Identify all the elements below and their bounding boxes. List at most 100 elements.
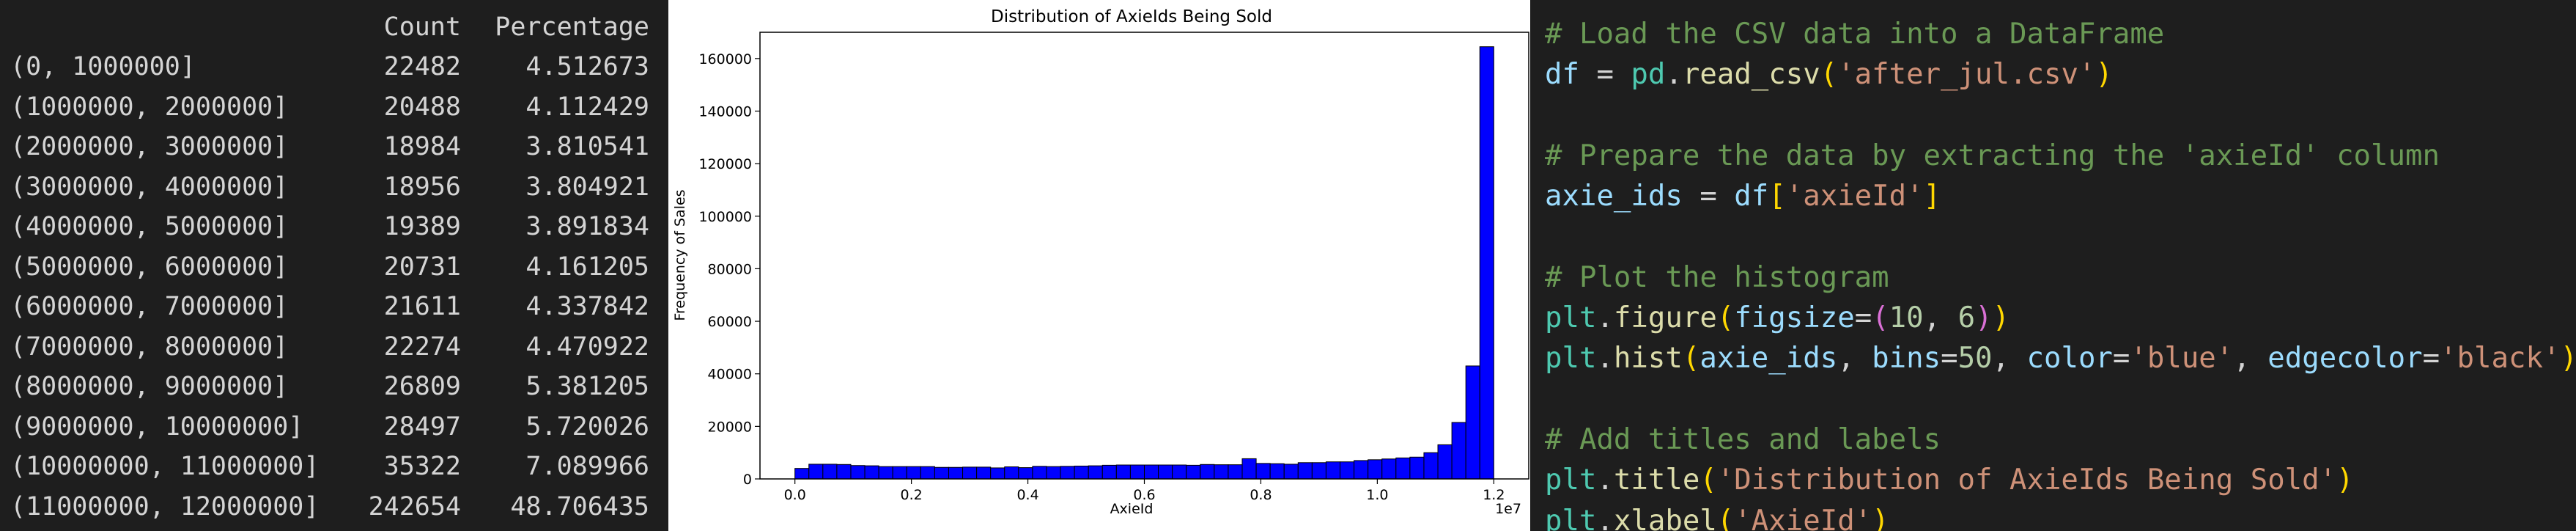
y-tick-label: 80000 [708, 261, 752, 277]
code-token: . [1596, 342, 1614, 376]
code-token: . [1596, 464, 1614, 497]
histogram-bar [1409, 456, 1425, 480]
range-cell: (7000000, 8000000] [10, 332, 289, 362]
code-token: df [1545, 58, 1579, 92]
code-line: plt.figure(figsize=(10, 6)) [1545, 298, 2009, 338]
code-token: ) [2095, 58, 2113, 92]
range-cell: (3000000, 4000000] [10, 172, 289, 202]
range-cell: (5000000, 6000000] [10, 252, 289, 282]
histogram-bar [1046, 466, 1061, 480]
table-row: (2000000, 3000000] 18984 3.810541 [0, 127, 668, 166]
histogram-bar [836, 464, 852, 480]
code-line: plt.title('Distribution of AxieIds Being… [1545, 460, 2354, 500]
code-line: # Prepare the data by extracting the 'ax… [1545, 136, 2440, 176]
code-token: . [1596, 301, 1614, 335]
histogram-bar [1032, 466, 1047, 480]
code-line: df = pd.read_csv('after_jul.csv') [1545, 54, 2113, 95]
code-token: 'after_jul.csv' [1837, 58, 2096, 92]
code-token: axie_ids [1545, 180, 1683, 213]
histogram-bar [1158, 464, 1173, 480]
range-cell: (1000000, 2000000] [10, 92, 289, 122]
percentage-cell: 48.706435 [510, 491, 649, 521]
code-token: plt [1545, 504, 1597, 531]
count-cell: 22274 [383, 332, 461, 362]
x-axis-offset-label: 1e7 [1495, 501, 1521, 517]
count-cell: 22482 [383, 52, 461, 81]
range-cell: (2000000, 3000000] [10, 132, 289, 161]
count-cell: 18956 [383, 172, 461, 202]
code-token: ) [1872, 504, 1889, 531]
code-token: plt [1545, 464, 1597, 497]
code-token: color [2026, 342, 2113, 376]
y-axis-ticks: 0 20000 40000 60000 80000 100000 120000 140000 1… [698, 51, 760, 488]
range-cell: (6000000, 7000000] [10, 292, 289, 321]
histogram-bars [794, 46, 1494, 480]
count-cell: 21611 [383, 292, 461, 321]
code-token: = [2112, 342, 2130, 376]
code-token: figsize [1734, 301, 1855, 335]
range-cell: (0, 1000000] [10, 52, 196, 81]
histogram-bar [892, 466, 907, 480]
x-tick-label: 1.0 [1366, 487, 1388, 503]
histogram-bar [1101, 464, 1117, 480]
x-axis-label: AxieId [1110, 501, 1154, 517]
histogram-bar [1325, 461, 1341, 480]
code-line: # Add titles and labels [1545, 420, 1941, 460]
histogram-bar [1437, 444, 1453, 480]
code-token: figure [1613, 301, 1717, 335]
code-token: , [1837, 342, 1872, 376]
histogram-bar [920, 466, 935, 480]
dataframe-output-panel: Count Percentage (0, 1000000] 22482 4.5126… [0, 0, 668, 531]
y-tick-label: 0 [743, 472, 752, 488]
table-row: (10000000, 11000000] 35322 7.089966 [0, 447, 668, 486]
count-cell: 19389 [383, 212, 461, 241]
table-row: (0, 1000000] 22482 4.512673 [0, 47, 668, 87]
code-token: 'blue' [2130, 342, 2234, 376]
histogram-bar [1354, 460, 1369, 480]
histogram-bar [822, 464, 838, 480]
histogram-bar [962, 466, 978, 480]
x-tick-label: 0.0 [784, 487, 806, 503]
code-token: = [2422, 342, 2440, 376]
histogram-bar [808, 464, 824, 480]
range-cell: (9000000, 10000000] [10, 411, 304, 442]
code-token: # Load the CSV data into a DataFrame [1545, 18, 2165, 51]
histogram-bar [1283, 464, 1299, 480]
code-editor-panel[interactable]: # Load the CSV data into a DataFrame df =… [1530, 0, 2576, 531]
percentage-cell: 3.810541 [525, 132, 649, 161]
code-line: # Load the CSV data into a DataFrame [1545, 14, 2164, 54]
y-tick-label: 140000 [698, 103, 752, 120]
code-line: plt.hist(axie_ids, bins=50, color='blue'… [1545, 338, 2576, 378]
histogram-bar [850, 465, 866, 480]
histogram-bar [1088, 465, 1103, 480]
code-token: 6 [1957, 301, 1976, 335]
histogram-bar [948, 466, 964, 480]
y-tick-label: 100000 [698, 209, 752, 225]
histogram-bar [1115, 464, 1131, 480]
histogram-bar [1200, 464, 1215, 480]
histogram-bar [1144, 464, 1159, 480]
plot-frame [759, 32, 1529, 480]
code-token: ( [1716, 301, 1735, 335]
code-token: ( [1700, 464, 1717, 497]
histogram-bar [1004, 466, 1019, 480]
histogram-bar [906, 466, 921, 480]
histogram-bar [990, 467, 1005, 480]
code-token: . [1665, 58, 1683, 92]
code-token: df [1734, 180, 1769, 213]
code-token: ( [1872, 301, 1889, 335]
y-tick-label: 40000 [708, 367, 752, 383]
histogram-chart: Distribution of AxieIds Being Sold Frequ… [672, 7, 1529, 517]
code-token: # Add titles and labels [1545, 423, 1941, 456]
code-token: , [1923, 301, 1958, 335]
histogram-bar [1172, 464, 1187, 480]
code-token: read_csv [1682, 58, 1820, 92]
histogram-figure-panel: Distribution of AxieIds Being Sold Frequ… [668, 0, 1530, 531]
y-tick-label: 160000 [698, 51, 752, 67]
code-token: ) [1992, 301, 2010, 335]
histogram-bar [1186, 464, 1201, 480]
code-token: ( [1682, 342, 1700, 376]
code-token: . [1596, 504, 1614, 531]
y-axis-label: Frequency of Sales [672, 189, 688, 321]
table-row: (9000000, 10000000] 28497 5.720026 [0, 407, 668, 447]
